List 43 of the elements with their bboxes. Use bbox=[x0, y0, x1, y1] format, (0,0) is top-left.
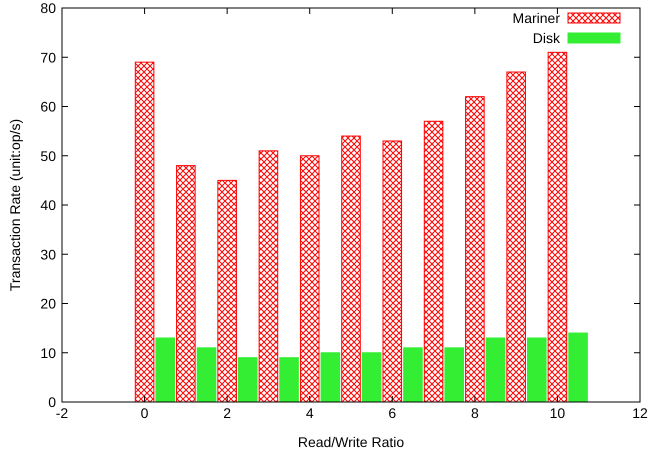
x-tick-label: 12 bbox=[632, 405, 648, 421]
y-tick-label: 70 bbox=[40, 49, 56, 66]
y-tick-label: 10 bbox=[40, 344, 56, 361]
y-tick-label: 20 bbox=[40, 296, 56, 312]
x-tick-label: 2 bbox=[223, 405, 232, 421]
bar bbox=[279, 357, 299, 402]
bar bbox=[568, 332, 588, 402]
y-tick-label: 0 bbox=[48, 394, 56, 410]
legend-label: Disk bbox=[532, 30, 561, 46]
bar bbox=[134, 62, 154, 402]
bar bbox=[444, 347, 464, 402]
bar bbox=[300, 155, 320, 402]
bar bbox=[465, 96, 485, 402]
x-tick-label: 8 bbox=[470, 405, 479, 421]
bar bbox=[548, 52, 568, 402]
bar bbox=[506, 72, 526, 402]
y-tick-label: 50 bbox=[40, 148, 56, 164]
x-tick-label: 6 bbox=[388, 405, 396, 421]
y-tick-label: 30 bbox=[40, 246, 56, 262]
bar bbox=[258, 150, 278, 402]
bar bbox=[526, 337, 547, 402]
bar bbox=[341, 136, 361, 402]
y-tick-label: 60 bbox=[40, 98, 56, 114]
y-tick-label: 80 bbox=[40, 0, 56, 16]
x-tick-label: -2 bbox=[56, 405, 68, 421]
bar bbox=[403, 347, 423, 402]
bar bbox=[155, 337, 176, 402]
x-tick-label: 4 bbox=[306, 405, 314, 421]
bar bbox=[196, 347, 216, 402]
x-tick-label: 0 bbox=[140, 405, 149, 421]
y-tick-label: 40 bbox=[40, 197, 56, 213]
series-label: Mariner bbox=[512, 10, 560, 26]
x-tick-label: 10 bbox=[550, 405, 566, 421]
bar bbox=[217, 180, 237, 402]
bar bbox=[424, 120, 444, 402]
y-axis-title: Transaction Rate (unit:op/s) bbox=[7, 118, 23, 292]
bar bbox=[320, 352, 340, 402]
x-axis-title: Read/Write Ratio bbox=[298, 434, 404, 450]
bar bbox=[238, 357, 258, 402]
bar bbox=[176, 165, 196, 402]
bar bbox=[382, 140, 402, 402]
bar bbox=[486, 337, 506, 402]
bar bbox=[362, 352, 382, 402]
